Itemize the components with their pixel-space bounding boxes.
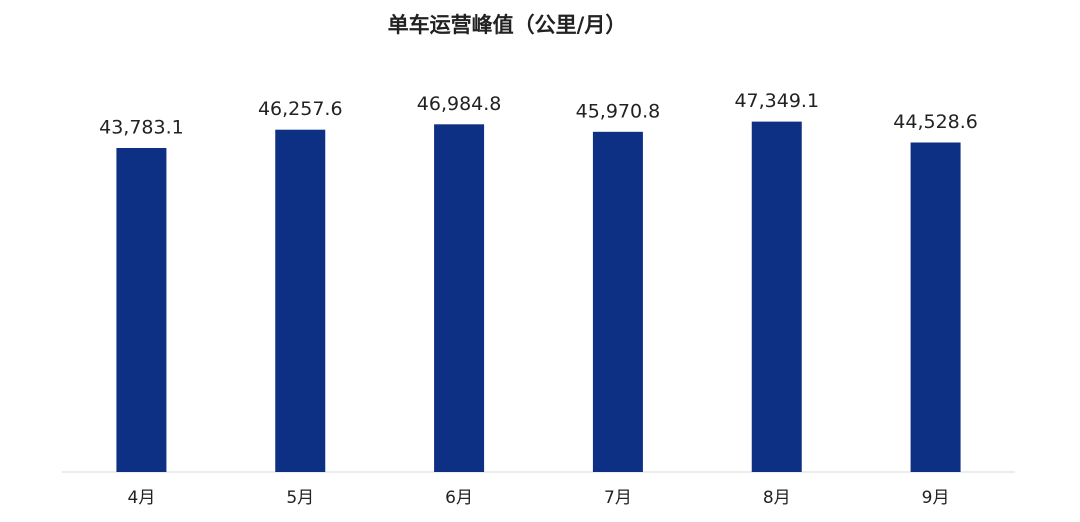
bar [275, 129, 326, 472]
value-label: 47,349.1 [734, 90, 819, 112]
bar [434, 124, 485, 473]
x-tick-label: 8月 [763, 488, 791, 508]
bar [592, 131, 643, 472]
chart-title: 单车运营峰值（公里/月） [388, 13, 627, 37]
x-tick-label: 5月 [286, 488, 314, 508]
x-tick-label: 6月 [445, 488, 473, 508]
bar [910, 142, 961, 473]
value-label: 43,783.1 [99, 117, 184, 139]
value-label: 45,970.8 [576, 100, 661, 122]
value-label: 46,984.8 [417, 93, 502, 115]
bar [116, 148, 167, 472]
value-label: 44,528.6 [893, 111, 978, 133]
value-label: 46,257.6 [258, 98, 343, 120]
x-tick-label: 7月 [604, 488, 632, 508]
x-tick-label: 9月 [922, 488, 950, 508]
x-tick-label: 4月 [128, 488, 156, 508]
bar [751, 121, 802, 472]
